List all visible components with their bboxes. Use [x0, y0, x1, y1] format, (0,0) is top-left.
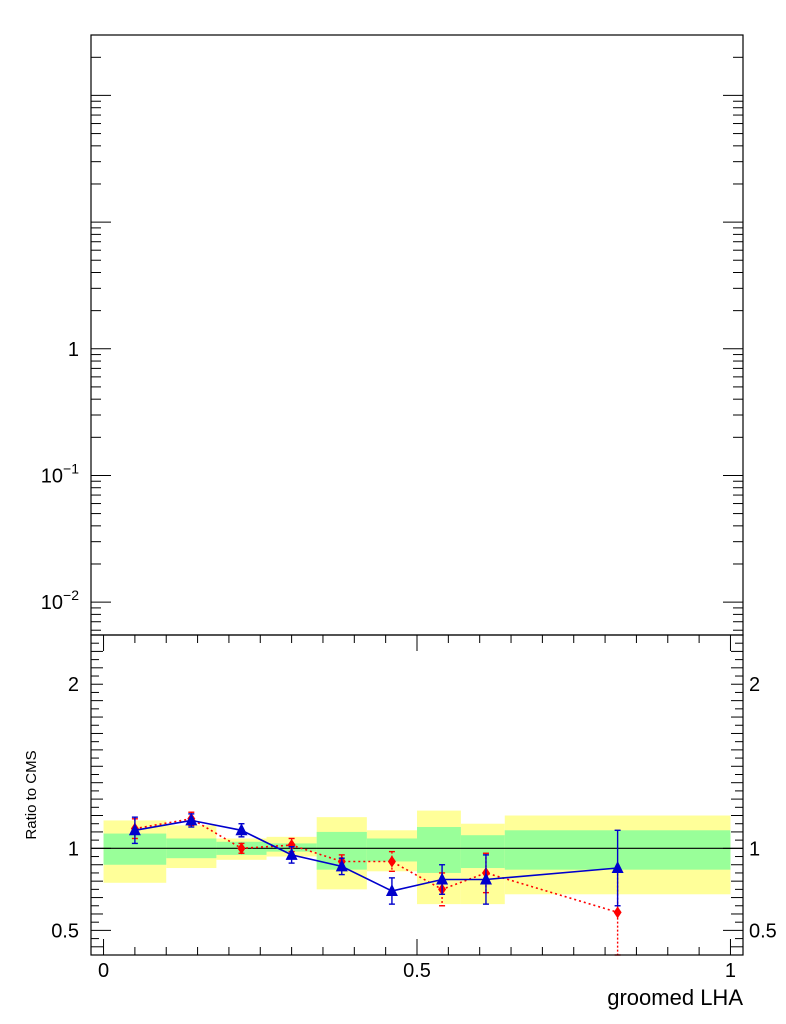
ratio-y-tick-label-left: 0.5 [51, 920, 79, 942]
blue-data-point [479, 872, 492, 885]
red-data-point [237, 842, 246, 855]
x-tick-label: 1 [725, 960, 736, 982]
ratio-y-tick-label-right: 0.5 [749, 920, 777, 942]
top-panel-ticks [91, 34, 743, 631]
series-layer [128, 811, 624, 956]
blue-data-point [285, 847, 298, 860]
red-data-point [613, 906, 622, 919]
ratio-y-tick-label-left: 1 [68, 838, 79, 860]
ratio-panel-frame [90, 634, 744, 956]
x-tick-label: 0.5 [403, 960, 431, 982]
y-tick-label: 10−1 [41, 460, 79, 487]
blue-series [128, 813, 624, 907]
ratio-panel-tick-labels: 0 0.5 1 0.5 0.5 1 1 2 2 [51, 674, 777, 982]
top-panel-tick-labels: 1 10−1 10−2 [41, 339, 79, 614]
ratio-y-tick-label-right: 1 [749, 838, 760, 860]
ratio-panel-ticks [91, 635, 743, 955]
blue-data-point [611, 861, 624, 874]
ratio-y-tick-label-left: 2 [68, 674, 79, 696]
red-data-point [387, 855, 396, 868]
blue-data-point [385, 884, 398, 896]
blue-data-point [128, 823, 141, 836]
ratio-y-tick-label-right: 2 [749, 674, 760, 696]
inner-uncertainty-band [460, 835, 505, 869]
blue-data-point [335, 859, 348, 872]
blue-data-point [436, 872, 449, 885]
red-data-point [287, 839, 296, 852]
y-tick-label: 10−2 [41, 587, 79, 614]
x-tick-label: 0 [98, 960, 109, 982]
red-series-line [134, 817, 618, 914]
uncertainty-bands [103, 810, 731, 905]
inner-uncertainty-band [366, 838, 417, 862]
blue-data-point [235, 823, 248, 836]
blue-data-point [185, 813, 198, 826]
y-axis-title: Ratio to CMS [23, 750, 40, 839]
y-tick-label: 1 [68, 339, 79, 361]
top-panel-frame [90, 34, 744, 636]
inner-uncertainty-band [417, 827, 461, 873]
x-axis-title: groomed LHA [607, 985, 743, 1010]
